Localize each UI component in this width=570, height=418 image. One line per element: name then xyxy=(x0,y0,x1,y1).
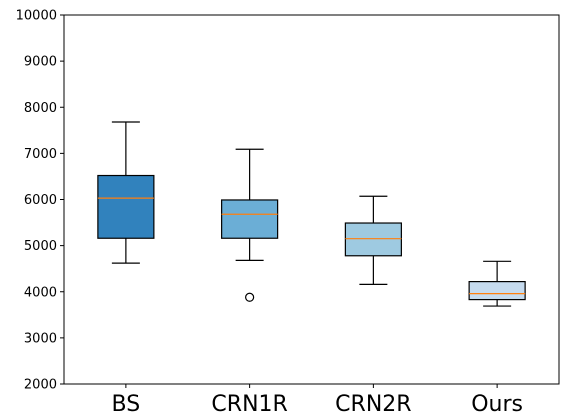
box-iqr xyxy=(97,174,155,239)
box-group-crn1r xyxy=(221,148,279,302)
y-tick-label: 3000 xyxy=(24,331,57,346)
y-tick-label: 2000 xyxy=(24,378,57,393)
y-tick-label: 10000 xyxy=(16,9,57,24)
x-tick-label: BS xyxy=(112,392,141,417)
y-tick-label: 8000 xyxy=(24,101,57,116)
y-tick-label: 4000 xyxy=(24,285,57,300)
x-tick-label: Ours xyxy=(471,392,523,417)
axes: 2000 3000 4000 5000 6000 7000 8000 9000 10000 BS C… xyxy=(16,9,523,418)
box-group-ours xyxy=(468,260,526,307)
outlier-point xyxy=(245,292,255,302)
plot-frame xyxy=(63,14,560,385)
box-group-crn2r xyxy=(344,195,402,285)
x-tick-label: CRN1R xyxy=(211,392,287,417)
box-group-bs xyxy=(97,121,155,264)
y-tick-label: 7000 xyxy=(24,147,57,162)
axes-frame xyxy=(63,14,560,385)
y-tick-label: 9000 xyxy=(24,55,57,70)
box-iqr xyxy=(221,199,279,239)
boxes-layer xyxy=(97,121,526,307)
box-iqr xyxy=(344,222,402,257)
y-tick-label: 5000 xyxy=(24,239,57,254)
y-tick-label: 6000 xyxy=(24,193,57,208)
box-iqr xyxy=(468,281,526,301)
x-tick-label: CRN2R xyxy=(335,392,411,417)
